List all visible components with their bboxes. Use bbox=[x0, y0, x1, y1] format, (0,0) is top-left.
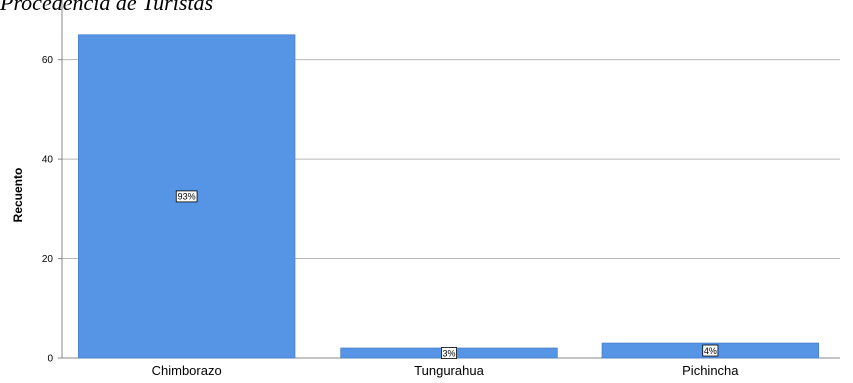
data-label: 3% bbox=[442, 348, 455, 358]
x-tick-label: Tungurahua bbox=[414, 363, 484, 378]
y-tick-label: 40 bbox=[42, 155, 54, 166]
data-label: 4% bbox=[704, 346, 717, 356]
bar-chimborazo bbox=[77, 34, 296, 359]
x-tick-label: Chimborazo bbox=[152, 363, 222, 378]
y-tick-label: 20 bbox=[42, 254, 54, 265]
x-tick-label: Pichincha bbox=[682, 363, 739, 378]
y-axis-label: Recuento bbox=[11, 168, 25, 223]
data-label-box bbox=[175, 190, 198, 203]
data-label-box bbox=[440, 347, 457, 359]
data-label-box bbox=[702, 344, 719, 357]
y-tick-label: 0 bbox=[47, 354, 53, 365]
data-label: 93% bbox=[178, 192, 196, 202]
chart-title: Procedencia de Turistas bbox=[0, 0, 213, 15]
tick-labels: 0 20 40 60 Chimborazo Tungurahua Pichincha bbox=[42, 55, 739, 378]
y-tick-label: 60 bbox=[42, 55, 54, 66]
data-labels: 93% 3% 4% bbox=[175, 190, 719, 359]
